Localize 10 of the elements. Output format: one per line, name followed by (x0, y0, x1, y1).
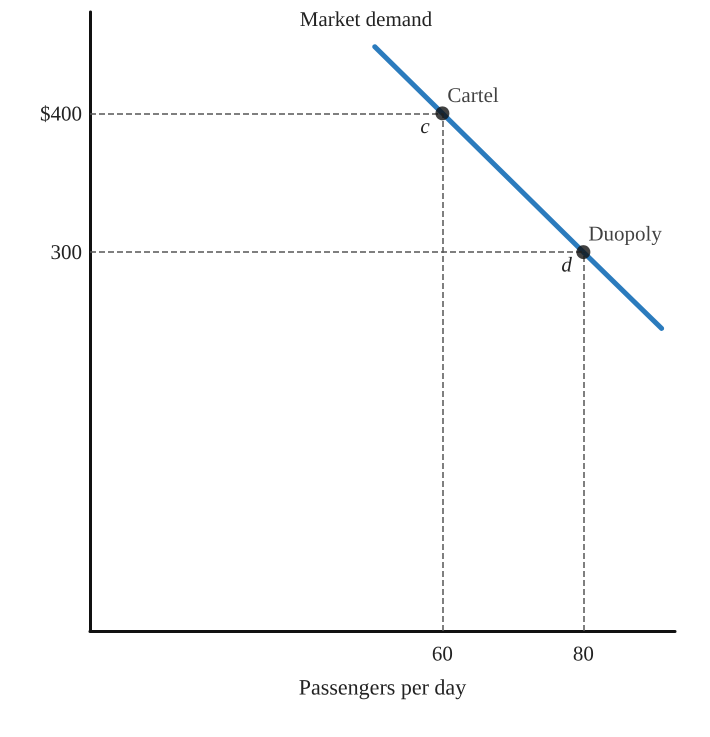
data-label: Cartel (447, 82, 499, 107)
annotation: c (420, 114, 430, 138)
annotation: Market demand (300, 7, 433, 32)
y-tick-label: $400 (40, 101, 82, 126)
x-tick-label: 60 (432, 642, 453, 666)
x-axis-title: Passengers per day (298, 674, 466, 700)
y-tick-label: 300 (50, 240, 82, 264)
annotation: d (561, 252, 572, 277)
data-label: Duopoly (588, 222, 662, 246)
x-tick-label: 80 (572, 642, 594, 666)
